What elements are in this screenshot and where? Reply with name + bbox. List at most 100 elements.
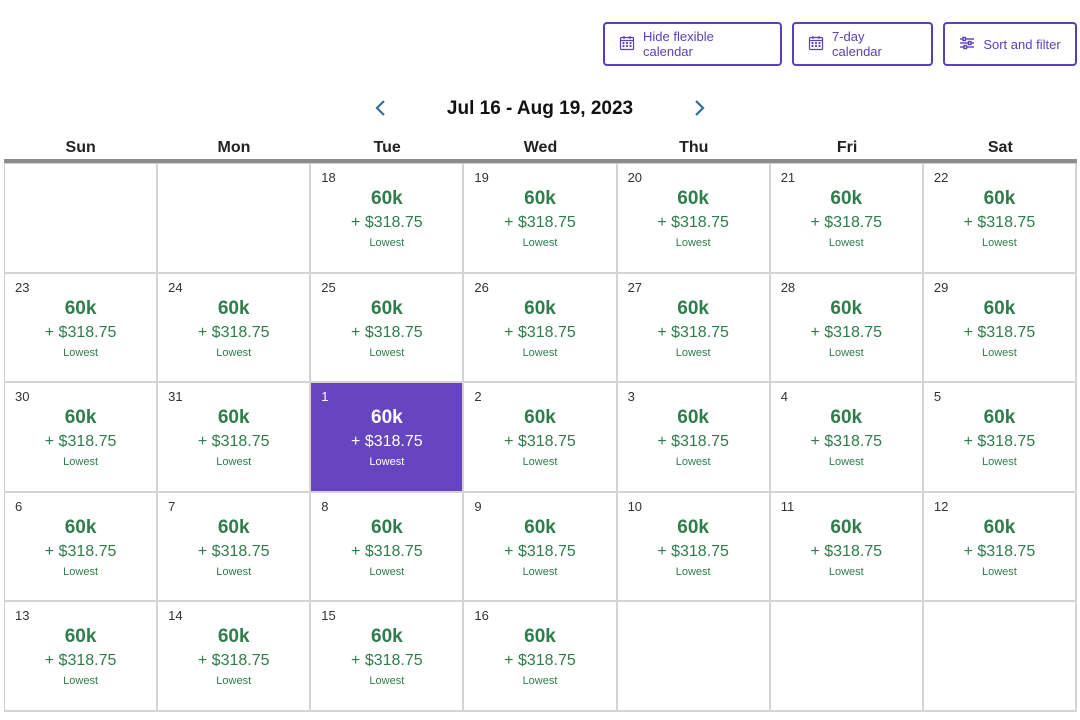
- calendar-day-cell[interactable]: 30 60k + $318.75 Lowest: [5, 383, 159, 493]
- lowest-label: Lowest: [216, 346, 252, 359]
- miles-price: 60k: [677, 188, 709, 209]
- miles-price: 60k: [677, 297, 709, 319]
- calendar-day-cell[interactable]: 2 60k + $318.75 Lowest: [464, 383, 618, 493]
- lowest-label: Lowest: [369, 237, 405, 249]
- lowest-label: Lowest: [63, 565, 98, 578]
- cash-price: + $318.75: [197, 542, 270, 560]
- lowest-label: Lowest: [63, 675, 98, 688]
- cash-price: + $318.75: [504, 323, 576, 341]
- day-number: 29: [933, 279, 949, 295]
- sort-and-filter-button[interactable]: Sort and filter: [943, 22, 1077, 66]
- cash-price: + $318.75: [351, 433, 423, 451]
- calendar-day-cell[interactable]: 29 60k + $318.75 Lowest: [923, 273, 1077, 384]
- calendar-day-cell[interactable]: 14 60k + $318.75 Lowest: [158, 602, 312, 712]
- day-number: 24: [168, 279, 183, 295]
- cash-price: + $318.75: [351, 652, 423, 670]
- weekday-label: Sun: [65, 139, 96, 156]
- calendar-day-cell[interactable]: 24 60k + $318.75 Lowest: [158, 273, 312, 384]
- cash-price: + $318.75: [351, 542, 423, 560]
- calendar-day-cell[interactable]: 31 60k + $318.75 Lowest: [158, 383, 312, 493]
- miles-price: 60k: [371, 516, 403, 538]
- cash-price: + $318.75: [44, 542, 117, 560]
- calendar-day-cell[interactable]: 18 60k + $318.75 Lowest: [311, 164, 465, 274]
- calendar-day-cell[interactable]: 9 60k + $318.75 Lowest: [464, 492, 618, 603]
- calendar-day-cell[interactable]: 12 60k + $318.75 Lowest: [923, 492, 1077, 603]
- lowest-label: Lowest: [522, 237, 558, 249]
- miles-price: 60k: [64, 516, 97, 538]
- weekday-header: Sun Mon Tue Wed Thu Fri Sat: [4, 139, 1077, 159]
- miles-price: 60k: [983, 407, 1016, 429]
- miles-price: 60k: [983, 516, 1016, 538]
- miles-price: 60k: [524, 297, 556, 319]
- cash-price: + $318.75: [44, 433, 117, 451]
- calendar-day-cell[interactable]: 19 60k + $318.75 Lowest: [464, 164, 618, 274]
- calendar-day-cell[interactable]: 6 60k + $318.75 Lowest: [5, 492, 159, 603]
- cash-price: + $318.75: [197, 652, 270, 670]
- miles-price: 60k: [830, 407, 863, 429]
- calendar-day-cell[interactable]: 16 60k + $318.75 Lowest: [464, 602, 618, 712]
- lowest-label: Lowest: [63, 456, 98, 469]
- calendar-day-cell[interactable]: 13 60k + $318.75 Lowest: [5, 602, 159, 712]
- day-number: 16: [474, 608, 489, 624]
- miles-price: 60k: [524, 516, 556, 538]
- calendar-day-cell[interactable]: 27 60k + $318.75 Lowest: [617, 273, 771, 384]
- lowest-label: Lowest: [981, 565, 1017, 578]
- cash-price: + $318.75: [657, 214, 729, 231]
- calendar-day-cell[interactable]: 11 60k + $318.75 Lowest: [770, 492, 924, 603]
- calendar-day-cell[interactable]: 28 60k + $318.75 Lowest: [770, 273, 924, 384]
- previous-range-button[interactable]: [368, 96, 394, 124]
- day-number: 4: [780, 389, 788, 405]
- lowest-label: Lowest: [981, 237, 1017, 249]
- lowest-label: Lowest: [675, 346, 711, 359]
- day-number: 10: [627, 498, 643, 514]
- miles-price: 60k: [371, 297, 403, 319]
- cash-price: + $318.75: [44, 652, 117, 670]
- miles-price: 60k: [830, 297, 863, 319]
- weekday-label: Mon: [217, 139, 251, 156]
- sort-and-filter-label: Sort and filter: [983, 36, 1061, 52]
- calendar-day-cell[interactable]: 5 60k + $318.75 Lowest: [923, 383, 1077, 493]
- day-number: 18: [321, 170, 336, 185]
- lowest-label: Lowest: [981, 456, 1017, 469]
- day-number: 3: [627, 389, 635, 405]
- calendar-day-cell[interactable]: 22 60k + $318.75 Lowest: [923, 164, 1077, 274]
- seven-day-calendar-button[interactable]: 7-day calendar: [792, 22, 933, 66]
- calendar-day-cell[interactable]: 21 60k + $318.75 Lowest: [770, 164, 924, 274]
- day-number: 28: [780, 279, 796, 295]
- day-number: 5: [933, 389, 942, 405]
- calendar-day-cell[interactable]: 20 60k + $318.75 Lowest: [617, 164, 771, 274]
- miles-price: 60k: [64, 626, 97, 648]
- calendar-toolbar: Hide flexible calendar 7-day calendar: [603, 22, 1077, 66]
- miles-price: 60k: [830, 516, 863, 538]
- calendar-day-cell[interactable]: 25 60k + $318.75 Lowest: [311, 273, 465, 384]
- weekday-divider: [4, 159, 1077, 163]
- lowest-label: Lowest: [63, 346, 98, 359]
- calendar-day-cell[interactable]: 15 60k + $318.75 Lowest: [311, 602, 465, 712]
- calendar-day-cell[interactable]: 3 60k + $318.75 Lowest: [617, 383, 771, 493]
- date-range-title: Jul 16 - Aug 19, 2023: [446, 98, 634, 119]
- lowest-label: Lowest: [828, 565, 864, 578]
- cash-price: + $318.75: [504, 542, 576, 560]
- calendar-day-cell[interactable]: 10 60k + $318.75 Lowest: [617, 492, 771, 603]
- calendar-day-cell[interactable]: 7 60k + $318.75 Lowest: [158, 492, 312, 603]
- weekday-label: Wed: [523, 139, 558, 156]
- cash-price: + $318.75: [810, 433, 883, 451]
- date-range-navigation: Jul 16 - Aug 19, 2023: [0, 94, 1080, 126]
- miles-price: 60k: [217, 407, 250, 429]
- calendar-day-cell[interactable]: 4 60k + $318.75 Lowest: [770, 383, 924, 493]
- chevron-left-icon: [374, 99, 388, 122]
- calendar-day-cell[interactable]: 26 60k + $318.75 Lowest: [464, 273, 618, 384]
- hide-flexible-calendar-button[interactable]: Hide flexible calendar: [603, 22, 782, 66]
- calendar-day-cell[interactable]: 23 60k + $318.75 Lowest: [5, 273, 159, 384]
- calendar-day-cell-selected[interactable]: 1 60k + $318.75 Lowest: [311, 383, 465, 493]
- next-range-button[interactable]: [686, 96, 712, 124]
- calendar-day-cell[interactable]: 8 60k + $318.75 Lowest: [311, 492, 465, 603]
- miles-price: 60k: [217, 516, 250, 538]
- day-number: 13: [15, 608, 30, 624]
- hide-flexible-calendar-label: Hide flexible calendar: [643, 29, 714, 59]
- day-number: 27: [627, 279, 643, 295]
- calendar-empty-cell: [923, 602, 1077, 712]
- day-number: 25: [321, 279, 336, 295]
- day-number: 2: [474, 389, 482, 405]
- weekday-label: Sat: [987, 139, 1013, 156]
